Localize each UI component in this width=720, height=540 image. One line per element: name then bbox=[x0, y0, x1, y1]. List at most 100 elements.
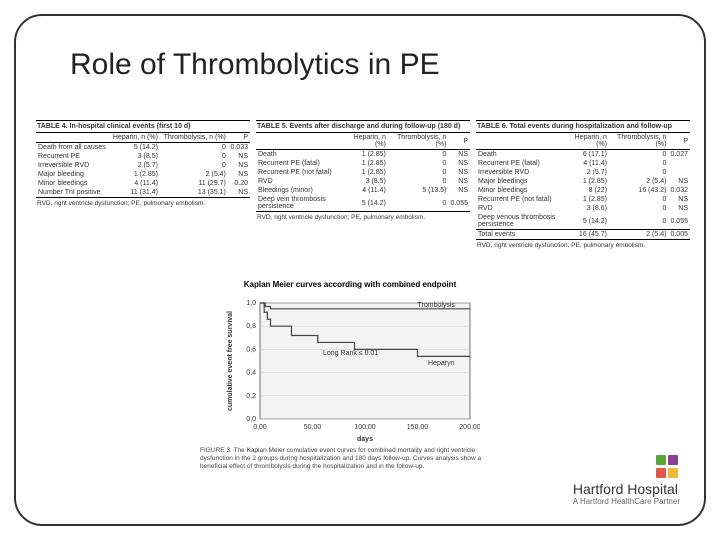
cell: NS bbox=[228, 188, 250, 197]
slide-title: Role of Thrombolytics in PE bbox=[70, 48, 440, 82]
cell: Death bbox=[476, 150, 567, 160]
table-row: Recurrent PE (not fatal)1 (2.85)0NS bbox=[256, 168, 470, 177]
cell: 1 (2.85) bbox=[110, 170, 160, 179]
logo-square bbox=[668, 455, 678, 465]
col-header: Thrombolysis, n (%) bbox=[388, 133, 449, 150]
cell: Minor bleedings bbox=[476, 186, 567, 195]
table-row: Irreversible RVD2 (5.7)0 bbox=[476, 168, 690, 177]
table-row: Death6 (17.1)00.027 bbox=[476, 150, 690, 160]
logo: Hartford Hospital A Hartford HealthCare … bbox=[573, 455, 680, 506]
cell: 0.055 bbox=[448, 195, 470, 211]
table-caption: TABLE 4. In-hospital clinical events (fi… bbox=[36, 120, 250, 133]
table-row: Major bleedings1 (2.85)2 (5.4)NS bbox=[476, 177, 690, 186]
svg-text:0,2: 0,2 bbox=[246, 393, 256, 400]
cell: 2 (5.4) bbox=[609, 230, 669, 240]
col-header: Heparin, n (%) bbox=[110, 133, 160, 143]
table-row: Minor bleedings8 (22)16 (43.2)0.032 bbox=[476, 186, 690, 195]
col-header bbox=[476, 133, 567, 150]
logo-square bbox=[656, 455, 666, 465]
svg-text:Heparyn: Heparyn bbox=[428, 360, 455, 367]
cell: 16 (45.7) bbox=[567, 230, 609, 240]
svg-text:100,00: 100,00 bbox=[354, 424, 376, 431]
cell: 0 bbox=[609, 195, 669, 204]
cell: 0 bbox=[160, 152, 228, 161]
cell: Recurrent PE bbox=[36, 152, 110, 161]
cell: 13 (35.1) bbox=[160, 188, 228, 197]
cell: 4 (11.4) bbox=[567, 159, 609, 168]
data-table: Heparin, n (%)Thrombolysis, n (%)PDeath6… bbox=[476, 133, 690, 239]
cell: Death bbox=[256, 150, 344, 160]
cell: NS bbox=[668, 204, 690, 213]
cell: NS bbox=[228, 161, 250, 170]
col-header: Heparin, n (%) bbox=[567, 133, 609, 150]
svg-text:Long Rank ≤ 0.01: Long Rank ≤ 0.01 bbox=[323, 350, 378, 357]
table-caption: TABLE 5. Events after discharge and duri… bbox=[256, 120, 470, 133]
svg-text:0,0: 0,0 bbox=[246, 416, 256, 423]
table-row: RVD3 (8.6)0NS bbox=[476, 204, 690, 213]
cell: 0.005 bbox=[668, 230, 690, 240]
cell: Deep vein thrombosis persistence bbox=[256, 195, 344, 211]
col-header: Heparin, n (%) bbox=[344, 133, 387, 150]
svg-text:200,00: 200,00 bbox=[459, 424, 480, 431]
cell: 0.055 bbox=[668, 213, 690, 230]
cell: Irreversible RVD bbox=[476, 168, 567, 177]
table-abbr: RVD, right ventricle dysfunction; PE, pu… bbox=[256, 211, 470, 221]
cell: 1 (2.85) bbox=[344, 159, 387, 168]
cell: Recurrent PE (not fatal) bbox=[256, 168, 344, 177]
table-4: TABLE 4. In-hospital clinical events (fi… bbox=[36, 120, 250, 249]
table-row: Recurrent PE (not fatal)1 (2.85)0NS bbox=[476, 195, 690, 204]
cell: 8 (22) bbox=[567, 186, 609, 195]
table-6: TABLE 6. Total events during hospitaliza… bbox=[476, 120, 690, 249]
cell: 1 (2.85) bbox=[344, 168, 387, 177]
cell: 0 bbox=[388, 177, 449, 186]
cell: 3 (8.5) bbox=[110, 152, 160, 161]
col-header: P bbox=[228, 133, 250, 143]
chart-caption: FIGURE 3. The Kaplan Meier cumulative ev… bbox=[200, 447, 500, 470]
cell: 1 (2.85) bbox=[567, 177, 609, 186]
cell: Recurrent PE (fatal) bbox=[476, 159, 567, 168]
table-row: Total events16 (45.7)2 (5.4)0.005 bbox=[476, 230, 690, 240]
cell: 0 bbox=[609, 150, 669, 160]
svg-text:0,6: 0,6 bbox=[246, 346, 256, 353]
table-row: Deep vein thrombosis persistence5 (14.2)… bbox=[256, 195, 470, 211]
table-row: Death from all causes5 (14.2)00.033 bbox=[36, 143, 250, 153]
cell: 1 (2.85) bbox=[567, 195, 609, 204]
table-row: RVD3 (8.5)0NS bbox=[256, 177, 470, 186]
cell: 0 bbox=[160, 143, 228, 153]
cell: NS bbox=[448, 150, 470, 160]
tables-row: TABLE 4. In-hospital clinical events (fi… bbox=[36, 120, 690, 249]
cell: 0.20 bbox=[228, 179, 250, 188]
cell: 6 (17.1) bbox=[567, 150, 609, 160]
table-row: Recurrent PE (fatal)4 (11.4)0 bbox=[476, 159, 690, 168]
cell: RVD bbox=[256, 177, 344, 186]
cell: 11 (31.4) bbox=[110, 188, 160, 197]
col-header: Thrombolysis, n (%) bbox=[609, 133, 669, 150]
cell: 0.033 bbox=[228, 143, 250, 153]
svg-text:days: days bbox=[357, 436, 373, 443]
table-abbr: RVD, right ventricle dysfunction; PE, pu… bbox=[36, 197, 250, 207]
cell: NS bbox=[448, 186, 470, 195]
cell: 0 bbox=[388, 168, 449, 177]
cell: Recurrent PE (fatal) bbox=[256, 159, 344, 168]
cell: NS bbox=[668, 195, 690, 204]
data-table: Heparin, n (%)Thrombolysis, n (%)PDeath1… bbox=[256, 133, 470, 211]
cell: RVD bbox=[476, 204, 567, 213]
cell bbox=[668, 168, 690, 177]
cell: Death from all causes bbox=[36, 143, 110, 153]
table-abbr: RVD, right ventricle dysfunction; PE, pu… bbox=[476, 239, 690, 249]
table-row: Number TnI positive11 (31.4)13 (35.1)NS bbox=[36, 188, 250, 197]
cell: 2 (5.4) bbox=[609, 177, 669, 186]
table-row: Minor bleedings4 (11.4)11 (29.7)0.20 bbox=[36, 179, 250, 188]
cell: 16 (43.2) bbox=[609, 186, 669, 195]
table-row: Deep venous thrombosis persistence5 (14.… bbox=[476, 213, 690, 230]
cell: NS bbox=[668, 177, 690, 186]
cell: 5 (13.5) bbox=[388, 186, 449, 195]
col-header: P bbox=[668, 133, 690, 150]
col-header bbox=[256, 133, 344, 150]
cell: 0 bbox=[388, 150, 449, 160]
cell: 0 bbox=[388, 159, 449, 168]
table-row: Recurrent PE3 (8.5)0NS bbox=[36, 152, 250, 161]
cell: 0 bbox=[609, 159, 669, 168]
cell: 5 (14.2) bbox=[344, 195, 387, 211]
svg-text:0,00: 0,00 bbox=[253, 424, 267, 431]
